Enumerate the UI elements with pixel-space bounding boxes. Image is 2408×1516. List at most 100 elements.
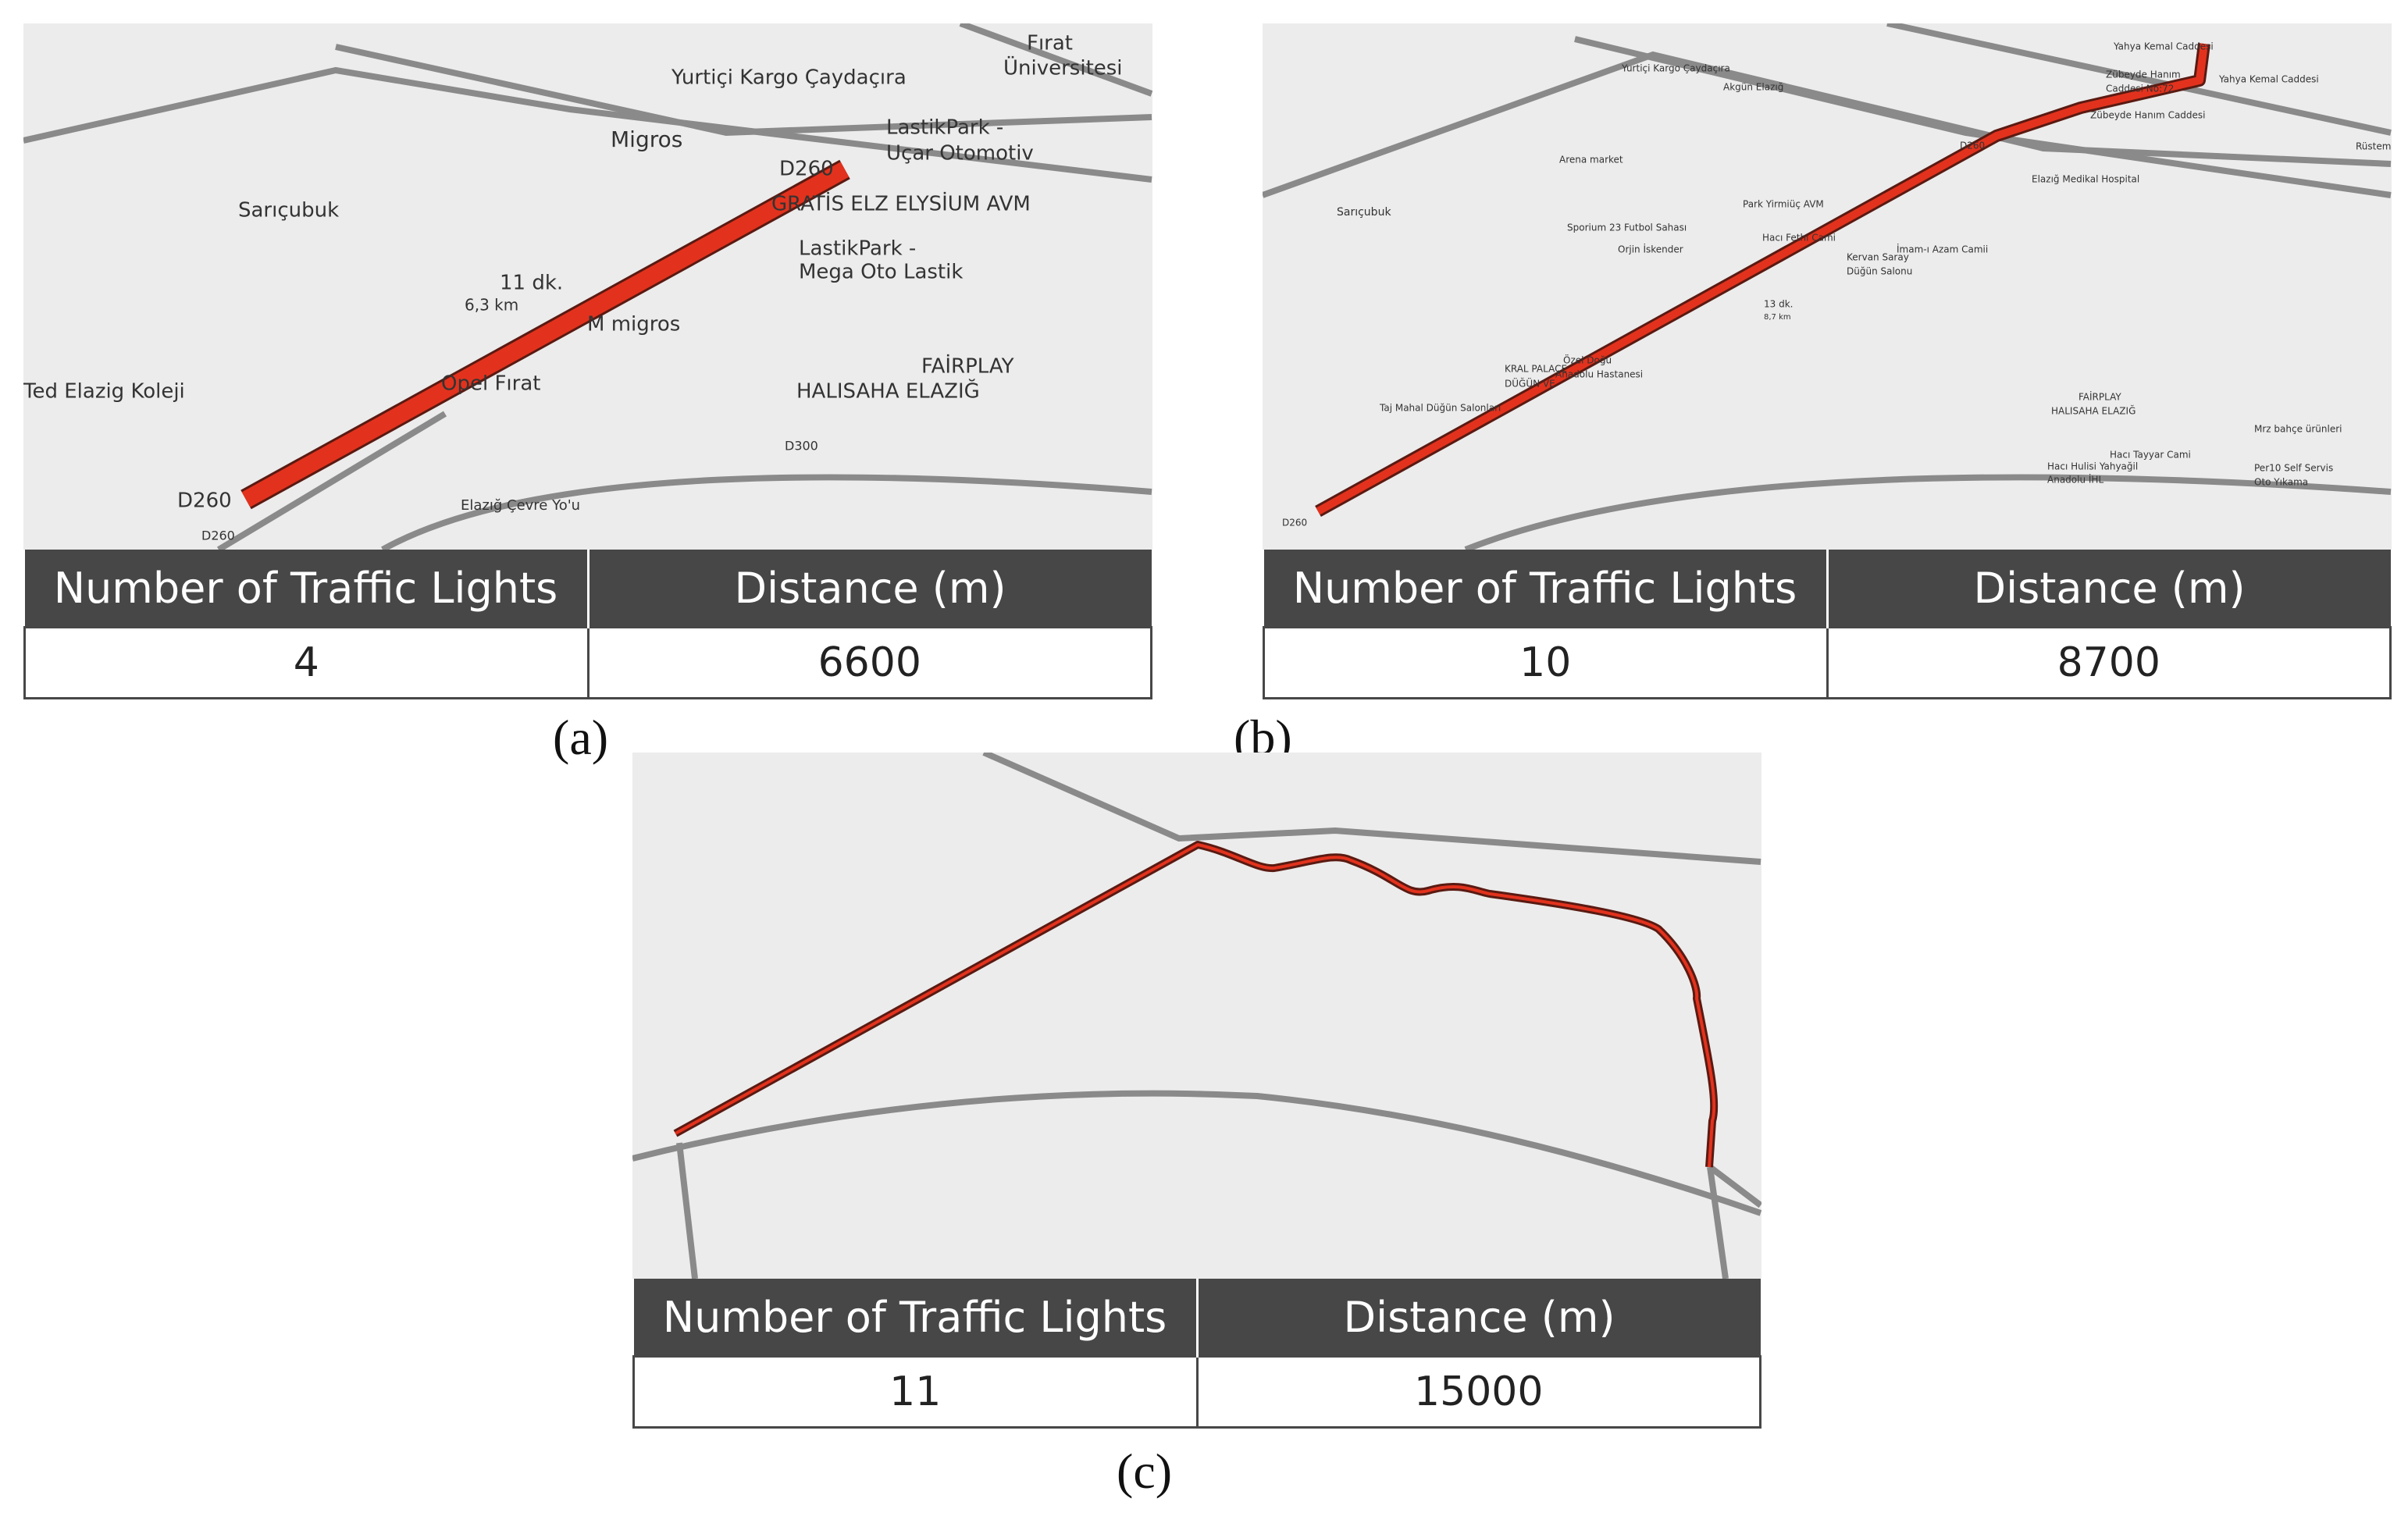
map-label: Yurtiçi Kargo Çaydaçıra	[671, 66, 907, 90]
header-cell: Number of Traffic Lights	[24, 550, 590, 628]
map-label: LastikPark -	[799, 237, 916, 261]
map-label: 8,7 km	[1764, 313, 1791, 322]
header-row: Number of Traffic Lights Distance (m)	[1263, 550, 2391, 628]
data-table: Number of Traffic Lights Distance (m) 4 660…	[23, 550, 1152, 699]
road	[1708, 1164, 1761, 1208]
route	[1316, 43, 2208, 515]
route	[241, 162, 850, 507]
map-label: Caddesi No:72	[2106, 84, 2174, 94]
map-label: D260	[201, 528, 235, 543]
map-label: Zübeyde Hanım	[2106, 69, 2181, 80]
road	[216, 411, 447, 550]
road	[381, 474, 1152, 550]
road	[1464, 474, 2392, 550]
map-label: M migros	[587, 313, 680, 336]
map-label: Fırat	[1027, 32, 1073, 55]
map-label: Taj Mahal Düğün Salonları	[1379, 403, 1501, 414]
data-cell: 10	[1263, 626, 1829, 699]
road	[1707, 1166, 1729, 1279]
map-label: Sarıçubuk	[238, 199, 339, 222]
map-label: Mega Oto Lastik	[799, 261, 963, 284]
map-label: Hacı Hulisi Yahyağil	[2047, 461, 2138, 472]
map-label: GRATİS ELZ ELYSİUM AVM	[771, 191, 1031, 216]
header-cell: Distance (m)	[1827, 550, 2391, 628]
map-label: D260	[1282, 518, 1307, 528]
map-label: FAİRPLAY	[921, 354, 1014, 379]
data-cell: 15000	[1195, 1355, 1761, 1429]
map-label: D260	[779, 158, 834, 181]
data-cell: 8700	[1826, 626, 2392, 699]
header-cell: Distance (m)	[1197, 1279, 1761, 1357]
data-cell: 11	[632, 1355, 1199, 1429]
data-row: 4 6600	[23, 626, 1152, 699]
map-label: Per10 Self Servis	[2254, 463, 2333, 474]
map-label: Park Yirmiüç AVM	[1743, 199, 1824, 210]
road	[676, 1142, 698, 1279]
map-background	[632, 753, 1761, 1279]
data-table: Number of Traffic Lights Distance (m) 11 15…	[632, 1279, 1761, 1429]
map-label: Elazığ Medikal Hospital	[2032, 174, 2139, 185]
map-label: Anadolu Hastanesi	[1555, 369, 1643, 380]
map-label: Yahya Kemal Caddesi	[2218, 74, 2319, 85]
map-label: D260	[177, 489, 232, 513]
road	[632, 1090, 1761, 1216]
header-row: Number of Traffic Lights Distance (m)	[633, 1279, 1761, 1357]
header-row: Number of Traffic Lights Distance (m)	[24, 550, 1152, 628]
road	[23, 66, 1152, 183]
data-cell: 4	[23, 626, 590, 699]
map-label: 11 dk.	[500, 272, 563, 295]
road	[335, 44, 1152, 137]
map-label: Akgün Elazığ	[1723, 82, 1783, 93]
map-label: Rüstempaşa C	[2356, 141, 2392, 152]
map-label: İmam-ı Azam Camii	[1897, 244, 1988, 255]
map-label: Elazığ Çevre Yo'u	[461, 497, 580, 514]
map-label: KRAL PALACE	[1505, 364, 1567, 375]
map-label: Orjin İskender	[1618, 244, 1683, 255]
road	[1886, 23, 2392, 136]
map-label: Uçar Otomotiv	[886, 142, 1034, 165]
road	[982, 753, 1761, 865]
map-label: FAİRPLAY	[2079, 391, 2121, 403]
map-label: Üniversitesi	[1003, 55, 1123, 80]
map-label: Mrz bahçe ürünleri	[2254, 424, 2342, 435]
map-label: Hacı Tayyar Cami	[2110, 450, 2191, 461]
map-label: Oto Yıkama	[2254, 477, 2308, 488]
map	[632, 753, 1761, 1279]
panel: Number of Traffic Lights Distance (m) 11 15…	[632, 753, 1761, 1429]
map-background	[1263, 23, 2392, 550]
map-label: HALISAHA ELAZIĞ	[796, 379, 980, 404]
map-label: Zübeyde Hanım Caddesi	[2090, 110, 2206, 121]
map-label: HALISAHA ELAZIĞ	[2051, 405, 2135, 417]
map-label: Opel Fırat	[441, 372, 540, 396]
map-label: LastikPark -	[886, 116, 1003, 140]
map-label: Sporium 23 Futbol Sahası	[1567, 222, 1687, 233]
map-label: Ted Elazig Koleji	[23, 380, 185, 404]
map-label: Düğün Salonu	[1847, 266, 1912, 277]
data-row: 11 15000	[632, 1355, 1761, 1429]
map-label: Arena market	[1559, 155, 1623, 165]
header-cell: Number of Traffic Lights	[1263, 550, 1829, 628]
header-cell: Number of Traffic Lights	[633, 1279, 1199, 1357]
map-label: Migros	[611, 126, 682, 152]
data-row: 10 8700	[1263, 626, 2392, 699]
map-label: 6,3 km	[465, 296, 518, 315]
map-label: Hacı Fethi Cami	[1762, 233, 1836, 244]
map-label: 13 dk.	[1764, 299, 1793, 310]
panel: Yahya Kemal Caddesi Zübeyde Hanım Caddesi …	[1263, 23, 2392, 699]
caption: (c)	[1117, 1443, 1173, 1499]
map-label: Anadolu İHL	[2047, 474, 2103, 486]
map-label: D260	[1960, 141, 1985, 151]
map-label: D300	[785, 439, 818, 454]
header-cell: Distance (m)	[588, 550, 1152, 628]
route	[675, 843, 1716, 1168]
map-label: Kervan Saray	[1847, 252, 1909, 263]
data-cell: 6600	[586, 626, 1152, 699]
road	[959, 23, 1152, 97]
map-label: DÜĞÜN VE	[1505, 377, 1555, 390]
map-label: Yahya Kemal Caddesi	[2113, 41, 2214, 52]
caption: (a)	[553, 710, 609, 765]
map-label: Sarıçubuk	[1337, 206, 1391, 219]
map-label: Yurtiçi Kargo Çaydaçıra	[1621, 63, 1730, 74]
